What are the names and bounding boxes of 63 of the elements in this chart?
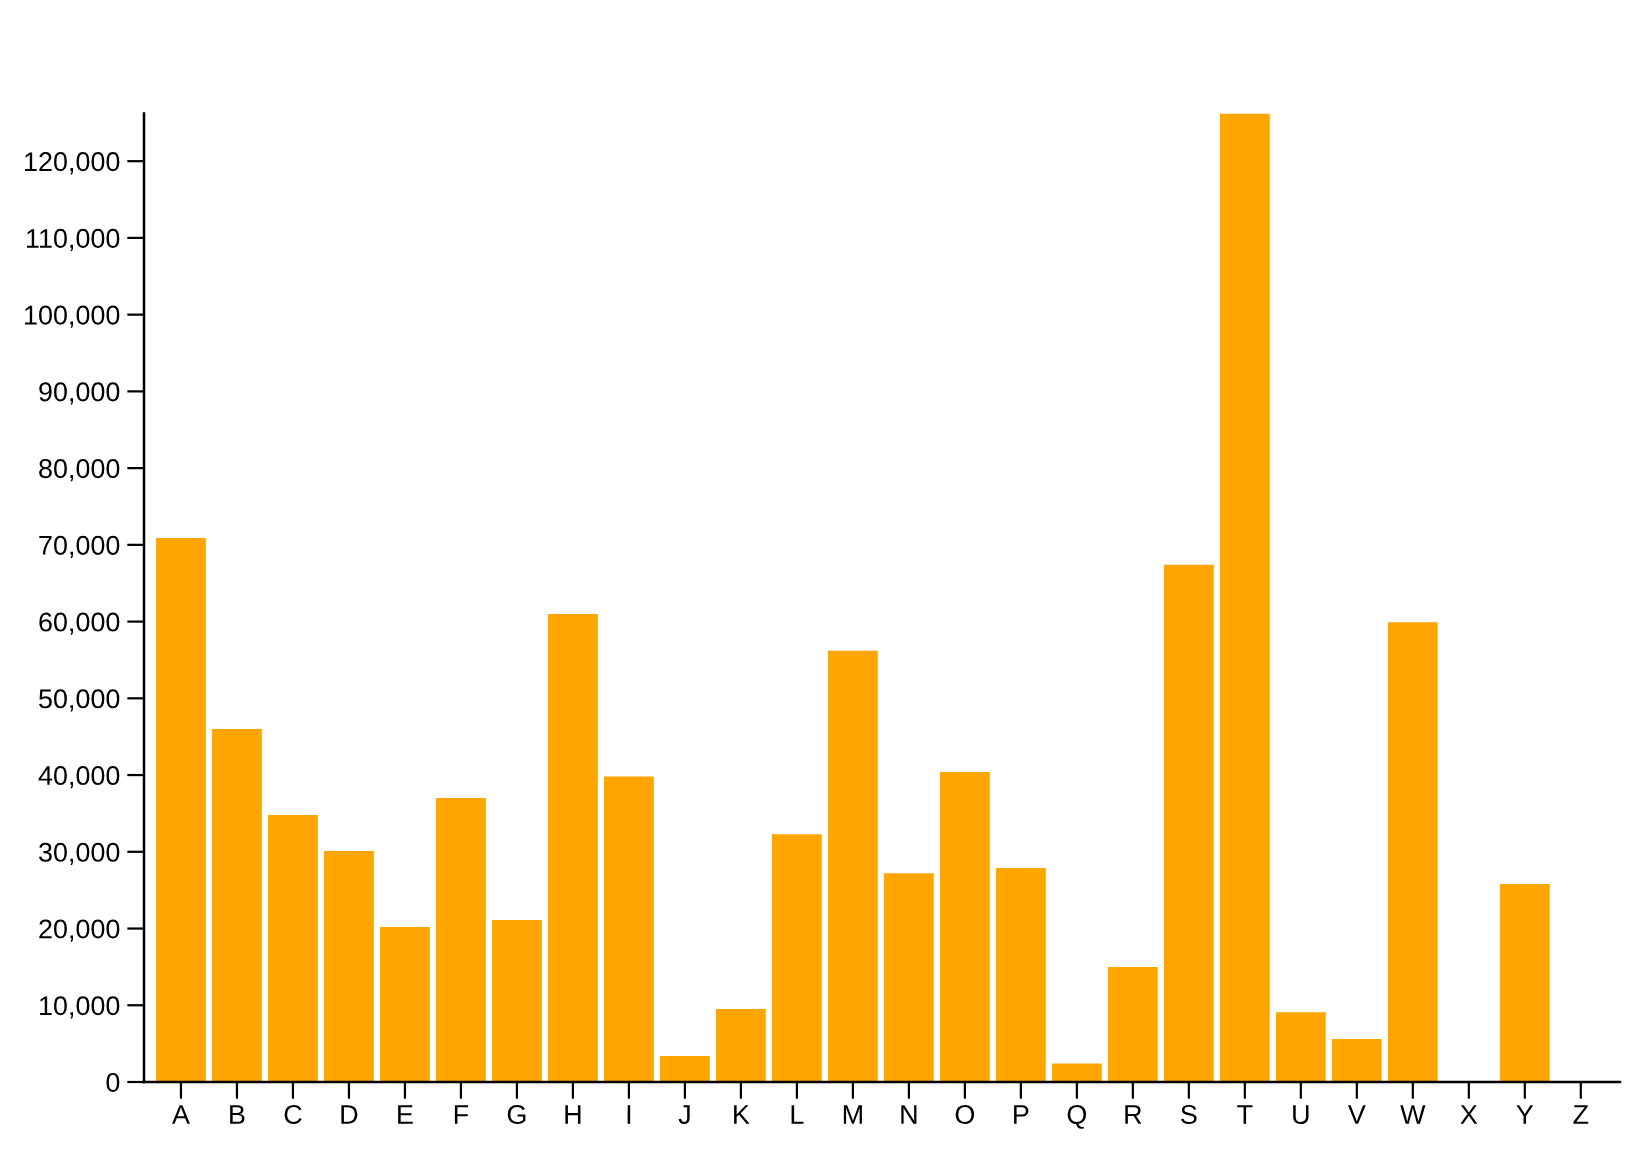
y-tick-label: 0 xyxy=(106,1072,120,1093)
y-tick-label: 110,000 xyxy=(27,228,120,252)
x-tick-label: B xyxy=(230,1105,245,1124)
y-tick-label: 70,000 xyxy=(39,535,120,559)
x-tick-label: C xyxy=(284,1104,302,1125)
x-tick-label: Q xyxy=(1067,1104,1087,1129)
y-tick-label: 10,000 xyxy=(40,996,120,1019)
x-tick-label: U xyxy=(1293,1105,1309,1125)
bar xyxy=(715,1009,766,1082)
x-tick-label: X xyxy=(1460,1105,1478,1124)
x-tick-label: D xyxy=(341,1105,358,1124)
x-tick-label: A xyxy=(172,1105,190,1124)
bar xyxy=(827,650,878,1082)
x-tick-label: S xyxy=(1181,1104,1197,1125)
bar xyxy=(156,537,206,1082)
y-tick-label: 30,000 xyxy=(39,842,120,866)
bar xyxy=(883,873,934,1082)
bar xyxy=(1163,564,1214,1082)
bar xyxy=(212,729,262,1082)
x-tick-label: V xyxy=(1347,1105,1366,1124)
x-tick-label: Z xyxy=(1573,1105,1589,1124)
bar xyxy=(1275,1012,1326,1082)
bar xyxy=(1107,966,1158,1082)
y-tick-label: 20,000 xyxy=(39,919,120,942)
bar xyxy=(1499,884,1550,1082)
bar xyxy=(1331,1039,1382,1082)
y-tick-label: 80,000 xyxy=(39,459,120,482)
x-tick-label: G xyxy=(507,1104,526,1125)
x-tick-label: I xyxy=(627,1105,631,1124)
bar xyxy=(939,771,990,1082)
y-tick-label: 90,000 xyxy=(39,382,120,405)
bar xyxy=(1387,622,1438,1082)
bar xyxy=(1051,1063,1102,1082)
x-tick-label: N xyxy=(901,1105,917,1124)
x-tick-label: F xyxy=(454,1105,469,1124)
y-tick-label: 120,000 xyxy=(25,152,120,175)
bar xyxy=(324,851,374,1082)
x-tick-label: T xyxy=(1237,1105,1253,1124)
x-tick-label: P xyxy=(1014,1105,1029,1124)
x-tick-label: R xyxy=(1125,1105,1142,1124)
bar xyxy=(995,867,1046,1082)
x-tick-label: E xyxy=(398,1105,413,1124)
x-tick-label: Y xyxy=(1516,1105,1534,1124)
bar xyxy=(1219,113,1270,1082)
x-tick-label: W xyxy=(1400,1105,1426,1124)
x-tick-label: K xyxy=(734,1105,750,1124)
bar xyxy=(268,814,318,1082)
bar xyxy=(603,776,654,1082)
bar xyxy=(380,926,430,1082)
y-tick-label: 100,000 xyxy=(25,305,120,328)
bar xyxy=(492,920,542,1082)
x-tick-label: J xyxy=(678,1105,690,1125)
y-tick-label: 60,000 xyxy=(39,612,120,635)
bar xyxy=(771,834,822,1082)
bar xyxy=(436,798,486,1082)
y-tick-label: 40,000 xyxy=(38,766,120,789)
bar xyxy=(659,1055,710,1082)
x-tick-label: H xyxy=(565,1105,581,1124)
y-tick-label: 50,000 xyxy=(39,689,120,712)
x-tick-label: M xyxy=(843,1105,862,1124)
x-tick-label: O xyxy=(955,1104,975,1125)
x-tick-label: L xyxy=(791,1105,804,1124)
bar xyxy=(548,613,598,1082)
